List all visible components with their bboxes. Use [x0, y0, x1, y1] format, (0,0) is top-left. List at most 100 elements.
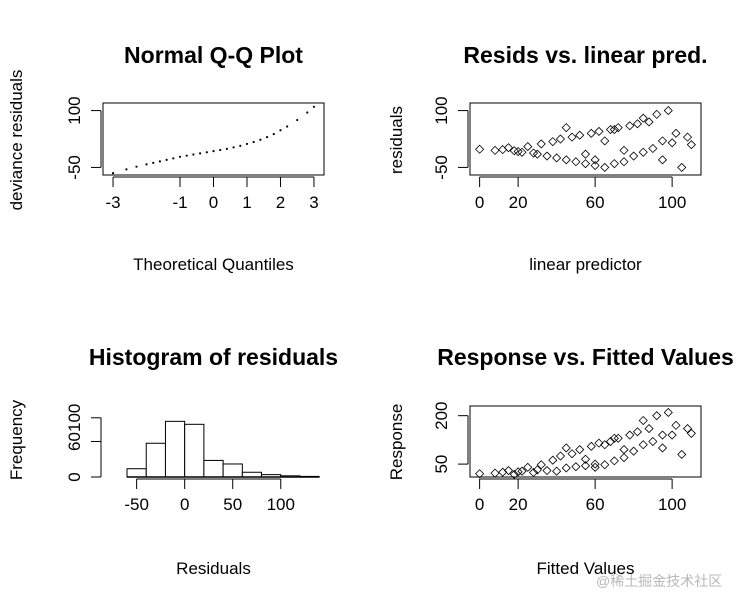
qq-point	[259, 138, 262, 141]
hist-ylabel: Frequency	[7, 399, 26, 480]
hist-x-tick-label: -50	[124, 495, 149, 514]
qq-y-tick-label: -50	[65, 155, 84, 180]
resp-xlabel: Fitted Values	[537, 559, 635, 578]
resid-point	[536, 139, 546, 149]
qq-x-tick-label: 0	[209, 193, 218, 212]
hist-bar	[145, 442, 166, 478]
resp-point	[652, 411, 662, 421]
resid-point	[657, 155, 668, 165]
resid-point	[503, 143, 514, 153]
resid-point	[632, 119, 643, 129]
qq-point	[192, 153, 195, 156]
qq-x-tick-label: 2	[276, 193, 285, 212]
resp-point	[475, 469, 485, 479]
resid-point	[609, 124, 619, 135]
resp-y-tick-label: 50	[432, 455, 451, 474]
resp-point	[567, 449, 577, 459]
qq-point	[199, 152, 202, 155]
resid-point	[532, 149, 542, 159]
resp-point	[609, 456, 619, 466]
resp-point	[509, 469, 519, 479]
resid-point	[561, 155, 571, 165]
qq-x-tick-label: -1	[172, 193, 187, 212]
resp-panel: Response vs. Fitted Values Fitted Values R…	[387, 344, 734, 578]
qq-point	[125, 168, 128, 171]
qq-point	[111, 172, 115, 175]
resp-point	[517, 466, 527, 476]
resid-point	[586, 128, 596, 138]
resp-point	[686, 428, 696, 438]
resp-point	[594, 438, 604, 448]
resid-point	[671, 128, 681, 138]
resid-x-tick-label: 60	[586, 193, 605, 212]
resp-point	[555, 451, 566, 461]
resid-frame	[469, 102, 702, 176]
resid-point	[638, 147, 648, 157]
resp-point	[671, 420, 681, 430]
qq-x-tick-label: 1	[242, 193, 251, 212]
resp-point	[648, 436, 658, 447]
resid-point	[552, 153, 562, 163]
qq-point	[165, 158, 168, 161]
qq-x-tick-label: 3	[309, 193, 318, 212]
resid-point	[542, 151, 552, 161]
qq-point	[286, 125, 289, 128]
resid-point	[625, 121, 635, 131]
resp-point	[600, 440, 610, 450]
hist-x-tick-label: 100	[267, 495, 295, 514]
resid-point	[475, 144, 485, 154]
hist-bar	[203, 459, 224, 478]
resp-point	[575, 445, 585, 455]
resp-x-tick-label: 0	[475, 495, 484, 514]
qq-point	[185, 154, 188, 157]
resid-point	[613, 123, 623, 133]
resid-y-tick-label: -50	[432, 155, 451, 180]
qq-xlabel: Theoretical Quantiles	[133, 255, 294, 274]
resp-point	[677, 449, 687, 459]
hist-x-tick-label: 50	[223, 495, 242, 514]
qq-point	[252, 140, 255, 144]
qq-panel: Normal Q-Q Plot Theoretical Quantiles devi…	[7, 42, 325, 274]
resid-x-tick-label: 100	[658, 193, 686, 212]
resp-title: Response vs. Fitted Values	[437, 344, 734, 370]
resid-ylabel: residuals	[387, 106, 406, 174]
resid-point	[509, 146, 519, 156]
resp-point	[590, 459, 600, 469]
qq-point	[145, 163, 148, 166]
qq-point	[245, 142, 249, 146]
resid-point	[580, 149, 591, 159]
qq-point	[219, 148, 222, 152]
resid-point	[594, 126, 604, 136]
qq-x-tick-label: -3	[105, 193, 120, 212]
resid-point	[590, 160, 600, 171]
resp-point	[590, 462, 600, 472]
resid-y-tick-label: 100	[432, 96, 451, 124]
resp-point	[605, 436, 616, 447]
resid-point	[648, 143, 658, 154]
resid-point	[490, 145, 500, 155]
resp-point	[600, 460, 610, 470]
resp-point	[542, 465, 552, 476]
resp-point	[625, 430, 635, 440]
qq-point	[212, 150, 215, 153]
qq-ylabel: deviance residuals	[7, 70, 26, 211]
resid-point	[667, 138, 677, 148]
qq-point	[296, 118, 299, 122]
resp-point	[613, 433, 623, 443]
qq-title: Normal Q-Q Plot	[124, 42, 303, 68]
hist-x-tick-label: 0	[180, 495, 189, 514]
resid-point	[609, 159, 619, 169]
hist-panel: Histogram of residuals Residuals Frequency…	[7, 344, 338, 578]
resp-point	[513, 467, 523, 477]
resp-point	[586, 441, 596, 451]
resp-y-tick-label: 200	[432, 401, 451, 429]
qq-frame	[102, 102, 325, 176]
resp-frame	[469, 405, 702, 478]
hist-bar	[222, 463, 243, 478]
resp-point	[503, 465, 514, 476]
watermark: @稀土掘金技术社区	[596, 573, 722, 589]
resid-point	[528, 148, 539, 158]
hist-title: Histogram of residuals	[89, 344, 338, 370]
resid-panel: Resids vs. linear pred. linear predictor r…	[387, 42, 708, 274]
resp-point	[629, 446, 639, 456]
